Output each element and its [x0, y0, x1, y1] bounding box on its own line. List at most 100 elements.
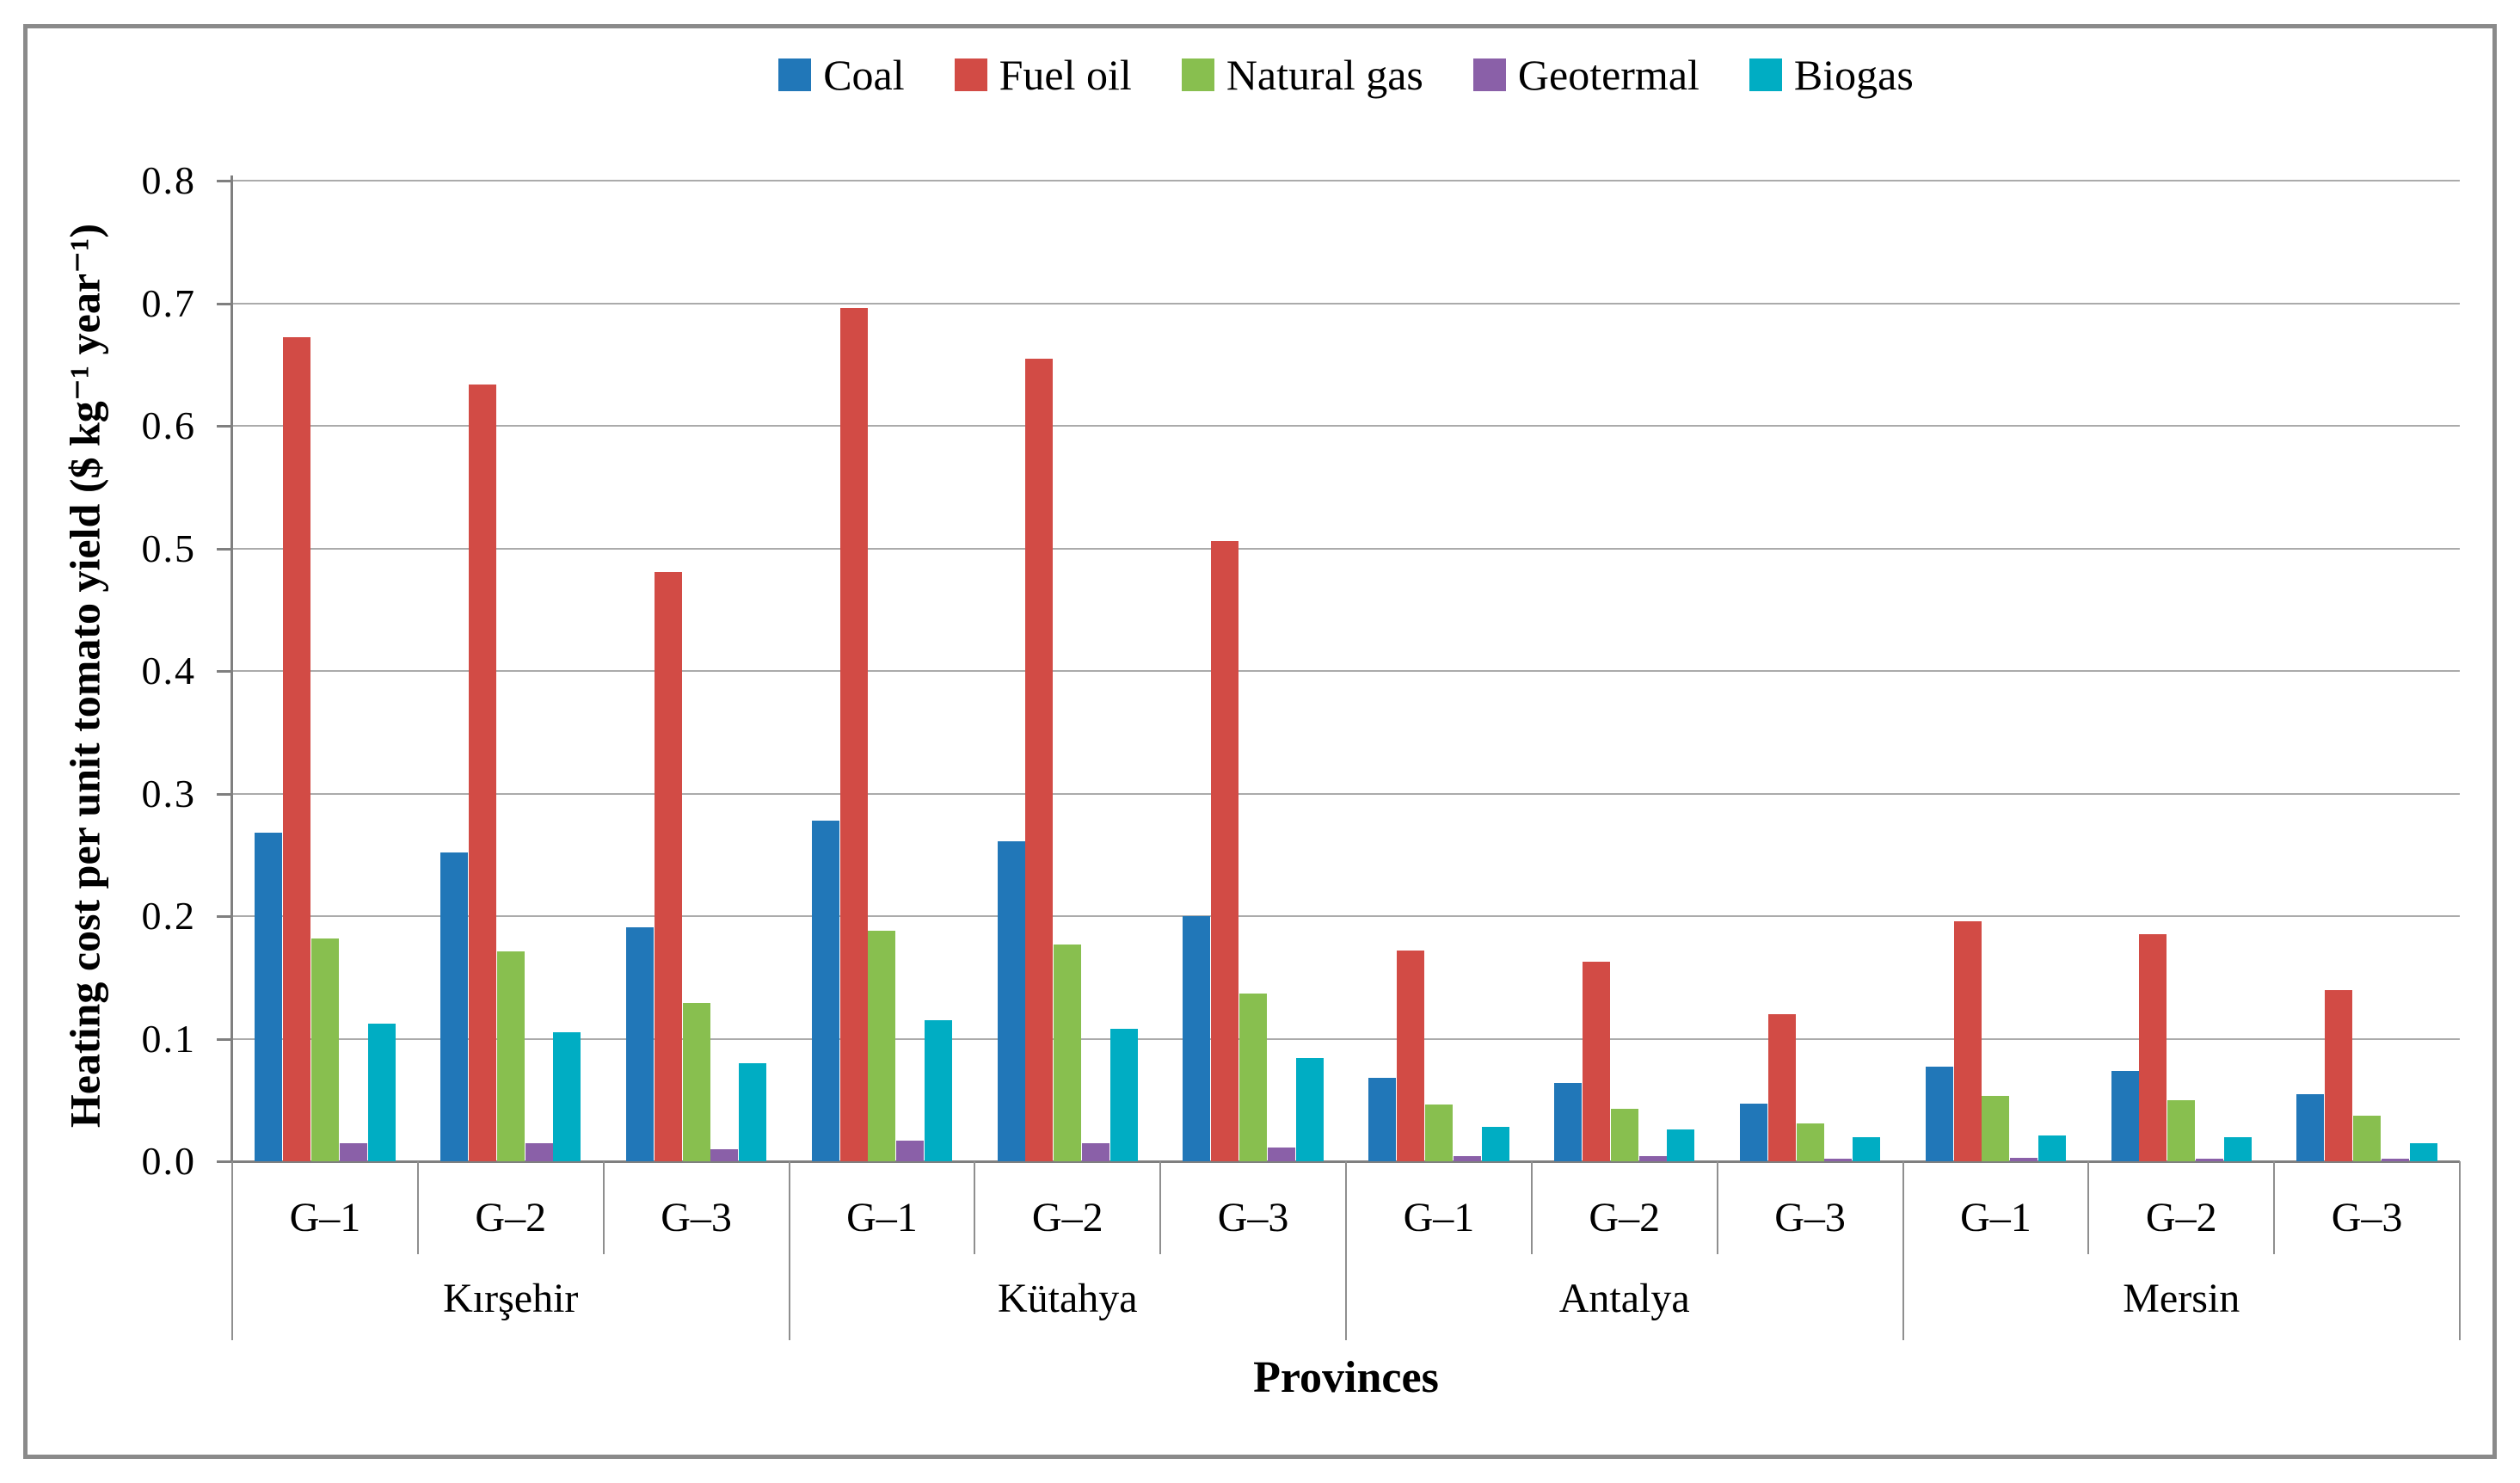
group-label: G–1 — [289, 1195, 361, 1240]
ytick-mark — [217, 180, 232, 182]
bar-natural-gas — [310, 938, 339, 1161]
bar-coal — [255, 833, 283, 1161]
province-divider — [231, 1161, 233, 1340]
group-label: G–2 — [475, 1195, 547, 1240]
ytick-mark — [217, 670, 232, 673]
bar-geotermal — [1267, 1148, 1295, 1161]
bar-natural-gas — [1796, 1123, 1824, 1161]
gridline — [232, 180, 2460, 182]
gridline — [232, 915, 2460, 917]
group-label: G–3 — [1774, 1195, 1846, 1240]
legend-item-geotermal: Geotermal — [1472, 51, 1699, 99]
bar-coal — [1925, 1067, 1953, 1161]
bar-geotermal — [339, 1142, 367, 1161]
province-divider — [1902, 1161, 1904, 1340]
bar-biogas — [2409, 1142, 2437, 1161]
bar-fuel-oil — [283, 337, 311, 1161]
bar-coal — [1183, 916, 1211, 1161]
province-divider — [2459, 1161, 2461, 1340]
bar-biogas — [1295, 1058, 1324, 1161]
ytick-label: 0.4 — [141, 649, 196, 692]
group-divider — [602, 1161, 605, 1254]
bar-biogas — [2223, 1136, 2252, 1161]
ytick-mark — [217, 1160, 232, 1163]
ytick-label: 0.6 — [141, 403, 196, 447]
bar-geotermal — [2196, 1159, 2224, 1161]
ytick-label: 0.8 — [141, 158, 196, 202]
bar-fuel-oil — [468, 384, 496, 1161]
legend-swatch-biogas — [1749, 58, 1782, 91]
bar-fuel-oil — [654, 571, 682, 1161]
group-label: G–3 — [1217, 1195, 1289, 1240]
bar-coal — [440, 852, 469, 1161]
bar-natural-gas — [1424, 1105, 1453, 1161]
bar-biogas — [1667, 1129, 1695, 1161]
gridline — [232, 425, 2460, 427]
bar-geotermal — [525, 1142, 553, 1161]
group-divider — [2087, 1161, 2090, 1254]
legend-label: Geotermal — [1517, 51, 1699, 99]
ytick-label: 0.0 — [141, 1139, 196, 1183]
ytick-mark — [217, 547, 232, 551]
group-divider — [1530, 1161, 1533, 1254]
group-label: G–1 — [1403, 1195, 1475, 1240]
legend-label: Coal — [823, 51, 905, 99]
bar-biogas — [925, 1020, 953, 1161]
bar-coal — [1739, 1104, 1767, 1161]
ytick-label: 0.3 — [141, 771, 196, 815]
province-divider — [788, 1161, 790, 1340]
bar-biogas — [2038, 1135, 2067, 1161]
bar-fuel-oil — [2325, 989, 2353, 1161]
province-label-antalya: Antalya — [1558, 1276, 1690, 1321]
legend-swatch-coal — [778, 58, 812, 91]
bar-natural-gas — [682, 1003, 710, 1161]
gridline — [232, 670, 2460, 672]
bar-natural-gas — [868, 931, 896, 1161]
bar-fuel-oil — [1397, 950, 1425, 1161]
ytick-label: 0.1 — [141, 1016, 196, 1061]
group-divider — [974, 1161, 976, 1254]
bar-biogas — [1109, 1029, 1138, 1161]
legend-swatch-fuel-oil — [954, 58, 987, 91]
bar-natural-gas — [1982, 1096, 2010, 1161]
ytick-label: 0.5 — [141, 526, 196, 570]
legend-item-biogas: Biogas — [1749, 53, 1914, 96]
bar-biogas — [1853, 1136, 1881, 1161]
ytick-label: 0.2 — [141, 894, 196, 938]
bar-biogas — [1481, 1127, 1509, 1161]
legend-label: Fuel oil — [999, 51, 1132, 99]
gridline — [232, 547, 2460, 550]
bar-coal — [1368, 1078, 1397, 1161]
group-label: G–1 — [1960, 1195, 2031, 1240]
ytick-mark — [217, 792, 232, 796]
bar-natural-gas — [2353, 1116, 2382, 1161]
province-label-k-r-ehir: Kırşehir — [443, 1276, 579, 1321]
group-label: G–1 — [846, 1195, 918, 1240]
bar-fuel-oil — [1211, 540, 1239, 1161]
bar-fuel-oil — [1953, 920, 1982, 1161]
group-label: G–2 — [1589, 1195, 1661, 1240]
bar-biogas — [553, 1032, 581, 1161]
chart-legend: Coal Fuel oil Natural gas Geotermal Biogas — [232, 53, 2460, 96]
y-axis-line — [230, 175, 233, 1161]
gridline — [232, 792, 2460, 795]
bar-coal — [2296, 1093, 2325, 1161]
gridline — [232, 302, 2460, 305]
bar-geotermal — [710, 1148, 739, 1161]
bar-natural-gas — [1610, 1108, 1638, 1161]
bar-natural-gas — [2167, 1099, 2196, 1161]
bar-coal — [811, 820, 839, 1161]
bar-fuel-oil — [1025, 358, 1054, 1161]
group-label: G–2 — [2145, 1195, 2217, 1240]
legend-item-fuel-oil: Fuel oil — [954, 51, 1132, 99]
bar-biogas — [367, 1024, 396, 1161]
gridline — [232, 1037, 2460, 1040]
x-axis-title: Provinces — [1253, 1353, 1439, 1402]
bar-natural-gas — [1239, 993, 1268, 1161]
bar-coal — [1554, 1082, 1583, 1161]
bar-geotermal — [2010, 1157, 2038, 1161]
group-label: G–3 — [661, 1195, 732, 1240]
bar-fuel-oil — [2139, 934, 2167, 1161]
ytick-mark — [217, 302, 232, 305]
ytick-mark — [217, 915, 232, 918]
